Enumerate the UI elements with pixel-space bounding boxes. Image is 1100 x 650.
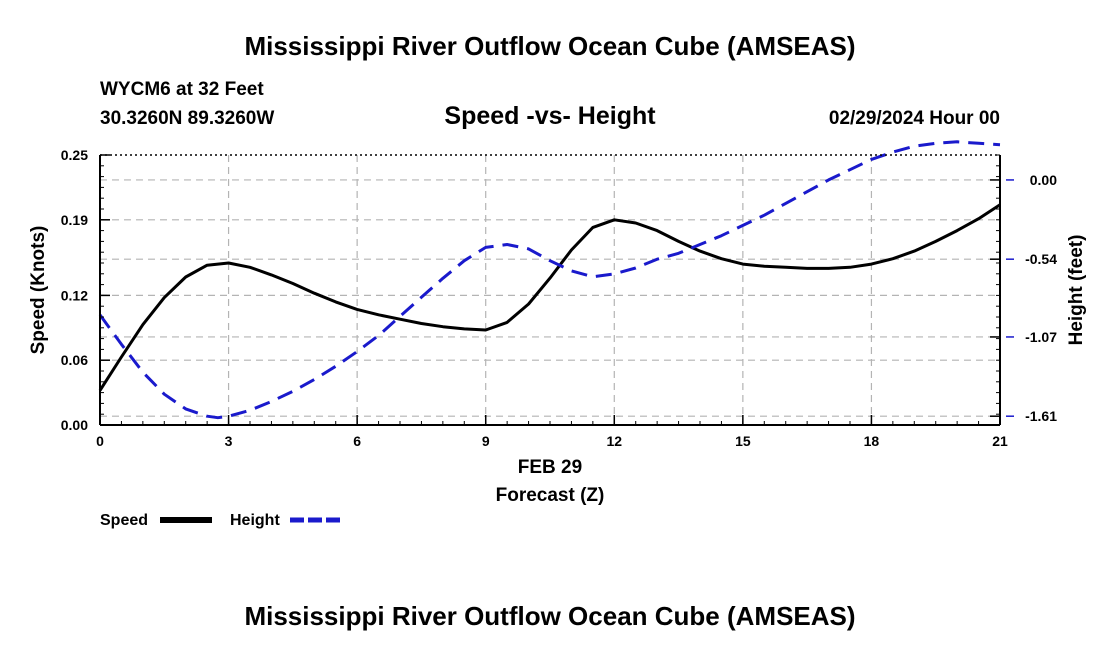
x-tick-label: 15: [735, 433, 751, 449]
y-tick-label: 0.19: [61, 212, 88, 228]
grid-lines: [100, 155, 1000, 425]
x-tick-label: 9: [482, 433, 490, 449]
tick-layer: 0 3 6 9 12 15 18 21 0.00 0.06 0.12 0.19 0.25 0.00 -0.5…: [61, 147, 1057, 449]
y2-axis-label: Height (feet): [1066, 235, 1087, 346]
y-axis-label: Speed (Knots): [28, 226, 49, 355]
height-series-line: [98, 140, 1001, 420]
legend-speed-label: Speed: [100, 512, 148, 529]
y-tick-label: 0.00: [61, 417, 88, 433]
footer-title: Mississippi River Outflow Ocean Cube (AM…: [244, 601, 855, 631]
legend: Speed Height: [100, 512, 342, 529]
y2-tick-label: -0.54: [1025, 251, 1057, 267]
y-tick-label: 0.06: [61, 352, 88, 368]
y-tick-label: 0.12: [61, 287, 88, 303]
speed-series-line: [98, 203, 1001, 392]
x-tick-label: 21: [992, 433, 1008, 449]
chart-subtitle: Speed -vs- Height: [444, 102, 656, 130]
x-tick-label: 12: [606, 433, 622, 449]
x-axis-label: Forecast (Z): [496, 485, 605, 506]
x-tick-label: 3: [225, 433, 233, 449]
series-layer: [98, 140, 1001, 420]
legend-height-label: Height: [230, 512, 280, 529]
coordinates-label: 30.3260N 89.3260W: [100, 108, 274, 129]
chart-main-title: Mississippi River Outflow Ocean Cube (AM…: [244, 31, 855, 61]
x-tick-label: 18: [864, 433, 880, 449]
y2-tick-label: -1.61: [1025, 408, 1057, 424]
y-tick-label: 0.25: [61, 147, 88, 163]
x-tick-label: 0: [96, 433, 104, 449]
x-date-label: FEB 29: [518, 457, 582, 478]
forecast-datetime: 02/29/2024 Hour 00: [829, 108, 1000, 129]
x-tick-label: 6: [353, 433, 361, 449]
y2-tick-label: 0.00: [1030, 172, 1057, 188]
y2-tick-label: -1.07: [1025, 329, 1057, 345]
station-label: WYCM6 at 32 Feet: [100, 79, 264, 100]
plot-frame: [99, 154, 1001, 426]
